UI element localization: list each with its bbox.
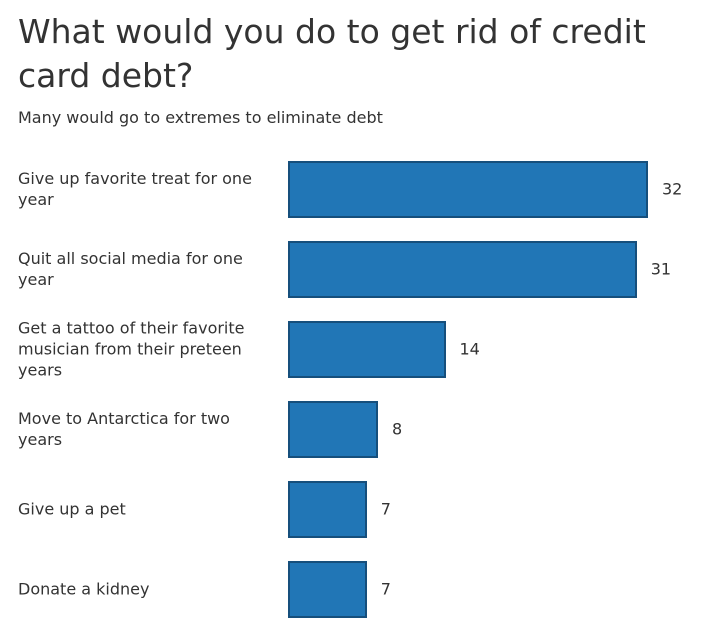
bar (288, 401, 378, 458)
category-label: Give up a pet (18, 499, 126, 519)
category-label: Get a tattoo of their favorite musician … (18, 318, 245, 380)
value-label: 8 (392, 419, 403, 439)
category-label: Donate a kidney (18, 579, 150, 599)
value-label: 7 (380, 499, 391, 519)
value-label: 31 (650, 259, 672, 279)
chart-title: What would you do to get rid of credit c… (18, 12, 646, 95)
category-label: Give up favorite treat for one year (18, 169, 252, 209)
bar (288, 161, 648, 218)
value-label: 32 (662, 179, 683, 199)
bar (288, 241, 637, 298)
value-label: 14 (459, 339, 480, 359)
bar (288, 321, 446, 378)
chart-subtitle: Many would go to extremes to eliminate d… (18, 108, 383, 127)
bar (288, 481, 367, 538)
category-label: Move to Antarctica for two years (18, 409, 230, 449)
bar (288, 561, 367, 618)
value-label: 7 (380, 579, 391, 599)
category-label: Quit all social media for one year (18, 249, 243, 289)
